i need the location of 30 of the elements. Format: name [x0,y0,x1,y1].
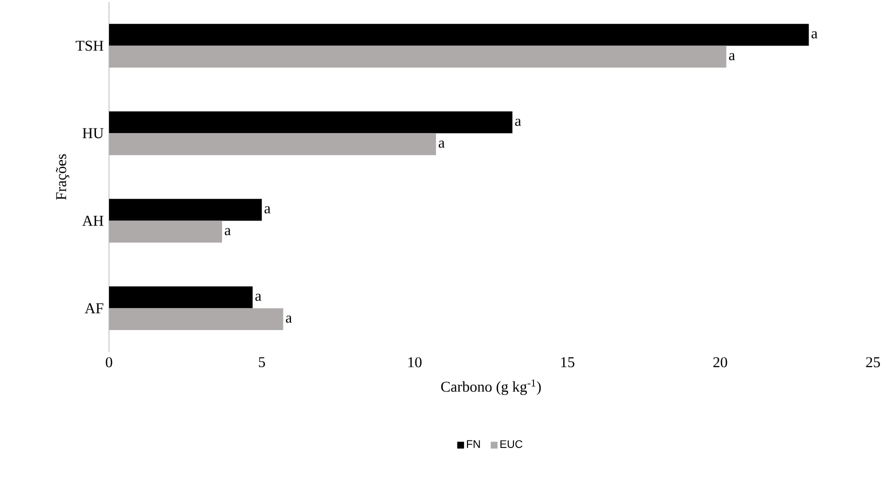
x-tick-label: 10 [408,357,422,368]
bar [109,198,262,221]
data-label: a [224,228,231,236]
legend-label: EUC [500,440,522,448]
data-label: a [729,53,735,60]
data-label: a [255,294,262,301]
y-tick-label: TSH [76,40,104,51]
bar [109,308,284,330]
x-tick-label: 25 [866,357,880,368]
y-tick-label: AH [82,216,104,226]
data-label: a [812,31,818,38]
bar [109,111,512,134]
bar [109,46,726,68]
bar [109,133,436,156]
bar [109,286,253,308]
x-tick-label: 5 [258,357,265,368]
x-tick-label: 20 [713,357,728,368]
data-label: a [286,316,292,323]
y-tick-label: HU [82,128,104,138]
data-label: a [515,118,522,126]
x-axis-title: Carbono (g kg$^{-1}$) [441,380,541,395]
bar [109,24,809,46]
y-tick-label: AF [84,303,104,314]
legend-label: FN [466,440,480,448]
y-axis-title: Frações [56,154,70,200]
bar [109,220,222,243]
data-label: a [438,140,445,148]
data-label: a [264,206,270,214]
x-tick-label: 0 [106,357,112,368]
x-tick-label: 15 [561,357,574,368]
